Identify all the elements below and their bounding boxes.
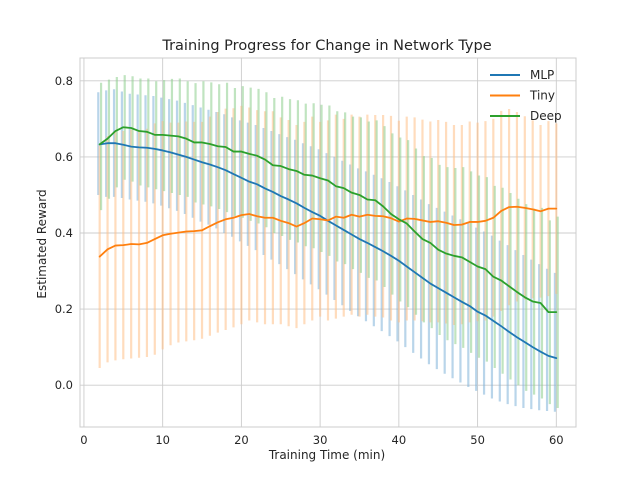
plot-area-frame xyxy=(79,57,577,428)
error-bars-mlp xyxy=(97,89,557,412)
y-tick-label: 0.2 xyxy=(55,302,73,316)
x-tick-label: 60 xyxy=(549,433,564,447)
y-tick-label: 0.6 xyxy=(55,150,73,164)
legend-label-deep: Deep xyxy=(530,109,562,123)
series-line-deep xyxy=(98,126,558,314)
x-tick-label: 30 xyxy=(313,433,328,447)
legend-label-tiny: Tiny xyxy=(529,89,555,103)
x-axis-label: Training Time (min) xyxy=(268,448,385,462)
legend-label-mlp: MLP xyxy=(530,68,554,82)
series-line-tiny xyxy=(98,205,558,258)
y-tick-label: 0.4 xyxy=(55,226,73,240)
x-tick-label: 10 xyxy=(155,433,170,447)
x-tick-label: 0 xyxy=(80,433,87,447)
y-tick-label: 0.0 xyxy=(55,378,73,392)
y-tick-label: 0.8 xyxy=(55,74,73,88)
x-tick-label: 20 xyxy=(234,433,249,447)
chart-title: Training Progress for Change in Network … xyxy=(161,38,491,54)
tick-labels: 0 10 20 30 40 50 60 0.0 0.2 0.4 0.6 0.8 xyxy=(55,74,564,447)
y-axis-label: Estimated Reward xyxy=(35,189,49,298)
x-tick-label: 50 xyxy=(470,433,485,447)
series-lines xyxy=(98,126,558,360)
x-tick-label: 40 xyxy=(392,433,407,447)
legend: MLP Tiny Deep xyxy=(490,68,562,123)
